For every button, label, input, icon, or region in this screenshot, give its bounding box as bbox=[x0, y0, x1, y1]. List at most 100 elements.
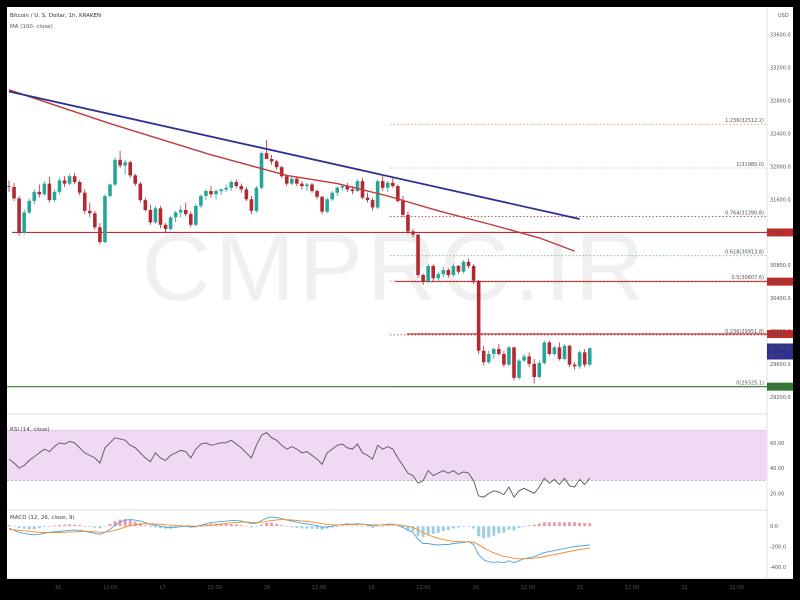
macd-histogram-bar bbox=[224, 523, 228, 527]
price-badge-label: 31196.7 bbox=[769, 230, 790, 236]
macd-histogram-bar bbox=[350, 525, 354, 527]
candle-body bbox=[7, 186, 11, 187]
fib-level-label: 0.236(29951.8) bbox=[725, 329, 764, 335]
candle-body bbox=[502, 353, 506, 365]
macd-histogram-bar bbox=[381, 526, 385, 527]
rsi-line[interactable] bbox=[8, 432, 591, 498]
candle-body bbox=[300, 183, 304, 187]
price-badge-label: 29798.8 bbox=[769, 345, 790, 351]
candle-body bbox=[451, 265, 456, 275]
macd-histogram-bar bbox=[93, 526, 97, 528]
bearish-trendline[interactable] bbox=[8, 90, 580, 220]
candle-body bbox=[507, 347, 511, 365]
macd-pane[interactable]: 0.0 -200.0 -400.0 bbox=[7, 509, 786, 571]
macd-histogram-bar bbox=[467, 525, 471, 527]
watermark: CMPRC.IR bbox=[142, 214, 649, 321]
macd-histogram-bar bbox=[436, 526, 440, 533]
macd-histogram-bar bbox=[315, 526, 319, 530]
macd-histogram-bar bbox=[330, 526, 334, 528]
macd-histogram-bar bbox=[219, 523, 223, 527]
macd-histogram-bar bbox=[249, 526, 253, 528]
price-tick-label: 32800.0 bbox=[770, 99, 791, 105]
candle-body bbox=[209, 191, 213, 195]
candle-body bbox=[62, 180, 67, 184]
candle-body bbox=[47, 183, 52, 201]
time-tick-label: 16 bbox=[55, 585, 61, 591]
candle-body bbox=[88, 210, 92, 214]
macd-histogram-bar bbox=[52, 525, 56, 527]
macd-histogram-bar bbox=[58, 524, 61, 527]
candle-body bbox=[401, 200, 405, 215]
candle-body bbox=[17, 198, 21, 234]
candle-body bbox=[214, 191, 218, 195]
candle-body bbox=[163, 224, 168, 229]
ma100-line[interactable] bbox=[8, 89, 575, 252]
macd-histogram-bar bbox=[497, 526, 501, 534]
candle-body bbox=[340, 186, 345, 188]
price-tick-label: 32000.0 bbox=[770, 164, 791, 170]
candle-body bbox=[279, 167, 284, 177]
price-pane[interactable]: 29200.029600.030000.030400.030800.031200… bbox=[7, 8, 793, 578]
macd-histogram-bar bbox=[517, 526, 521, 529]
price-badge-label: 29963.1 bbox=[769, 332, 790, 338]
candle-body bbox=[37, 191, 42, 195]
candle-body bbox=[471, 265, 476, 281]
candle-body bbox=[57, 180, 62, 192]
rsi-band bbox=[7, 430, 767, 481]
candle-body bbox=[350, 189, 355, 192]
candle-body bbox=[108, 184, 112, 196]
candle-body bbox=[27, 200, 31, 213]
macd-histogram-bar bbox=[340, 525, 344, 527]
macd-histogram-bar bbox=[376, 526, 380, 527]
macd-histogram-bar bbox=[472, 526, 476, 529]
rsi-pane[interactable]: 20.00 40.00 60.00 bbox=[7, 413, 784, 498]
macd-histogram-bar bbox=[12, 526, 16, 527]
candle-body bbox=[158, 208, 163, 225]
price-badge bbox=[767, 277, 793, 286]
macd-histogram-bar bbox=[22, 526, 26, 529]
candle-body bbox=[204, 191, 208, 196]
candle-body bbox=[370, 200, 375, 208]
candle-body bbox=[239, 186, 244, 190]
price-tick-label: 32400.0 bbox=[770, 131, 791, 137]
macd-histogram-bar bbox=[305, 526, 309, 529]
macd-histogram-bar bbox=[583, 522, 587, 527]
macd-histogram-bar bbox=[578, 522, 582, 527]
macd-histogram-bar bbox=[512, 526, 516, 531]
time-tick-label: 12:00 bbox=[312, 585, 326, 591]
time-tick-label: 12:00 bbox=[416, 585, 430, 591]
candle-body bbox=[325, 199, 329, 212]
candle-body bbox=[572, 364, 577, 367]
candle-body bbox=[274, 161, 279, 168]
macd-histogram-bar bbox=[355, 525, 359, 527]
candle-body bbox=[148, 209, 153, 223]
macd-tick-label: 0.0 bbox=[770, 524, 778, 530]
candle-body bbox=[330, 192, 334, 200]
candle-body bbox=[22, 212, 26, 234]
macd-histogram-bar bbox=[542, 522, 546, 527]
macd-histogram-bar bbox=[260, 524, 263, 527]
macd-histogram-bar bbox=[148, 526, 152, 528]
price-badge bbox=[767, 329, 793, 338]
macd-histogram-bar bbox=[47, 525, 51, 527]
macd-histogram-bar bbox=[563, 522, 566, 527]
candle-body bbox=[138, 183, 143, 201]
candle-body bbox=[542, 342, 547, 364]
macd-histogram-bar bbox=[552, 522, 556, 527]
macd-histogram-bar bbox=[123, 519, 127, 527]
candle-body bbox=[173, 212, 178, 218]
macd-histogram-bar bbox=[522, 526, 526, 527]
macd-histogram-bar bbox=[17, 526, 21, 529]
candle-body bbox=[547, 342, 552, 354]
price-badge-label: 29323.0 bbox=[769, 385, 790, 391]
candle-body bbox=[315, 191, 319, 197]
fib-level-label: 0.5(30607.6) bbox=[731, 275, 764, 281]
macd-histogram-bar bbox=[265, 522, 269, 527]
signal-line[interactable] bbox=[8, 519, 590, 560]
macd-histogram-bar bbox=[290, 526, 294, 528]
price-badge-label: 4h 17 bbox=[769, 353, 783, 359]
candle-body bbox=[52, 191, 57, 201]
price-badge-label: 30599.1 bbox=[769, 280, 790, 286]
price-tick-label: 30800.0 bbox=[770, 263, 791, 269]
macd-histogram-bar bbox=[254, 526, 258, 527]
